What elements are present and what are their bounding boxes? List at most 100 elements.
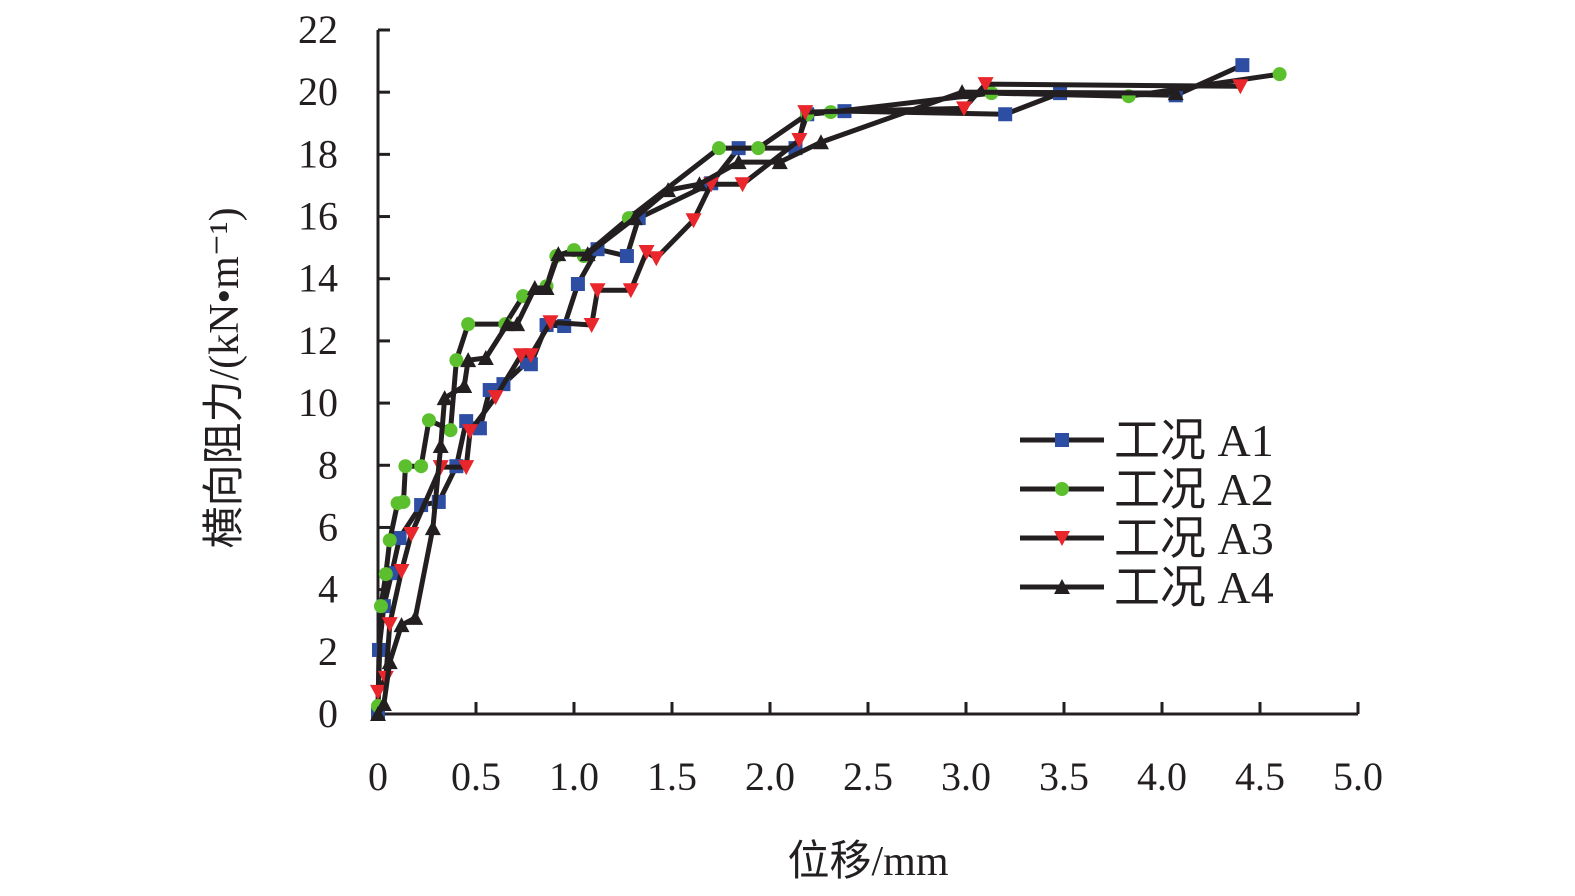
legend-label: 工况 A4 (1114, 562, 1274, 613)
data-point-circle (443, 423, 458, 438)
data-point-triangle-up (432, 437, 449, 453)
y-tick-label: 4 (318, 567, 338, 612)
data-point-circle (461, 317, 476, 332)
data-point-triangle-down (403, 526, 420, 542)
data-point-triangle-up (550, 246, 567, 262)
data-point-circle (398, 459, 413, 474)
y-axis-label: 横向阻力/(kN•m⁻¹) (202, 207, 248, 548)
data-point-circle (449, 353, 464, 368)
data-point-triangle-up (538, 280, 555, 296)
data-point-square (1055, 433, 1069, 447)
data-point-triangle-down (977, 77, 994, 93)
x-tick-label: 3.0 (941, 754, 991, 799)
x-axis-label: 位移/mm (787, 838, 948, 885)
data-point-triangle-down (370, 684, 386, 700)
data-point-triangle-up (626, 210, 643, 226)
data-point-triangle-down (791, 133, 808, 149)
x-tick-label: 4.5 (1235, 754, 1285, 799)
y-tick-label: 0 (318, 691, 338, 736)
data-point-triangle-up (456, 377, 473, 393)
data-point-circle (421, 413, 436, 428)
series-line (375, 89, 1176, 716)
data-point-square (619, 249, 634, 264)
legend-item: 工况 A2 (1020, 464, 1274, 515)
data-point-circle (712, 141, 727, 156)
data-point-square (570, 277, 585, 292)
data-point-triangle-down (1232, 79, 1249, 95)
y-tick-label: 8 (318, 442, 338, 487)
data-point-triangle-down (487, 390, 504, 406)
data-point-triangle-up (1167, 85, 1184, 101)
data-point-circle (378, 567, 393, 582)
data-point-circle (1272, 67, 1287, 82)
data-point-triangle-up (407, 609, 424, 625)
data-point-triangle-up (526, 280, 543, 296)
data-point-triangle-down (638, 244, 655, 260)
legend-label: 工况 A3 (1114, 513, 1274, 564)
data-point-triangle-down (1054, 531, 1070, 546)
data-point-triangle-up (460, 352, 477, 368)
data-point-circle (396, 494, 411, 509)
x-tick-label: 2.5 (843, 754, 893, 799)
data-point-triangle-down (522, 348, 539, 364)
data-point-triangle-up (393, 617, 410, 633)
data-point-triangle-up (579, 246, 596, 262)
data-point-triangle-up (370, 706, 386, 721)
data-point-square (523, 357, 538, 372)
data-point-triangle-down (381, 617, 398, 633)
data-point-triangle-down (583, 318, 600, 334)
data-point-triangle-down (734, 177, 751, 193)
x-tick-label: 0.5 (451, 754, 501, 799)
x-tick-label: 2.0 (745, 754, 795, 799)
data-point-triangle-down (797, 105, 814, 121)
data-point-triangle-up (812, 134, 829, 150)
y-tick-label: 2 (318, 629, 338, 674)
legend-item: 工况 A4 (1020, 562, 1274, 613)
series-3 (370, 77, 1249, 700)
data-point-triangle-down (393, 563, 410, 579)
series-4 (370, 84, 1184, 721)
data-point-triangle-up (424, 520, 441, 536)
data-point-circle (414, 459, 429, 474)
series-layer (370, 58, 1287, 721)
data-point-triangle-down (648, 251, 665, 267)
x-tick-label: 5.0 (1333, 754, 1383, 799)
data-point-circle (1055, 482, 1069, 496)
legend-item: 工况 A1 (1020, 415, 1274, 466)
y-tick-label: 6 (318, 504, 338, 549)
data-point-triangle-down (589, 283, 606, 299)
x-tick-label: 1.5 (647, 754, 697, 799)
data-point-triangle-up (660, 182, 677, 198)
data-point-triangle-up (730, 154, 747, 170)
x-tick-label: 0 (368, 754, 388, 799)
data-point-triangle-up (381, 654, 398, 670)
data-point-triangle-down (956, 101, 973, 117)
x-tick-label: 1.0 (549, 754, 599, 799)
y-tick-label: 18 (298, 131, 338, 176)
data-point-triangle-down (622, 283, 639, 299)
data-point-triangle-down (462, 424, 479, 440)
y-tick-label: 20 (298, 69, 338, 114)
data-point-triangle-up (691, 176, 708, 192)
data-point-triangle-down (542, 315, 559, 331)
x-tick-label: 4.0 (1137, 754, 1187, 799)
data-point-triangle-up (477, 350, 494, 366)
data-point-triangle-up (1054, 579, 1070, 594)
legend-item: 工况 A3 (1020, 513, 1274, 564)
data-point-square (1235, 58, 1250, 73)
data-point-triangle-up (771, 154, 788, 170)
data-point-triangle-down (458, 460, 475, 476)
legend-label: 工况 A2 (1114, 464, 1274, 515)
axes: 0 0.5 1.0 1.5 2.0 2.5 3.0 3.5 4.0 4.5 5.0 0 2 4 6 8 10 12… (298, 7, 1383, 799)
data-point-triangle-up (954, 84, 971, 100)
y-tick-label: 14 (298, 256, 338, 301)
y-tick-label: 16 (298, 194, 338, 239)
legend-label: 工况 A1 (1114, 415, 1274, 466)
data-point-triangle-down (685, 213, 702, 229)
data-point-square (998, 107, 1013, 122)
data-point-circle (373, 599, 388, 614)
x-tick-label: 3.5 (1039, 754, 1089, 799)
y-tick-label: 12 (298, 318, 338, 363)
data-point-circle (751, 141, 766, 156)
